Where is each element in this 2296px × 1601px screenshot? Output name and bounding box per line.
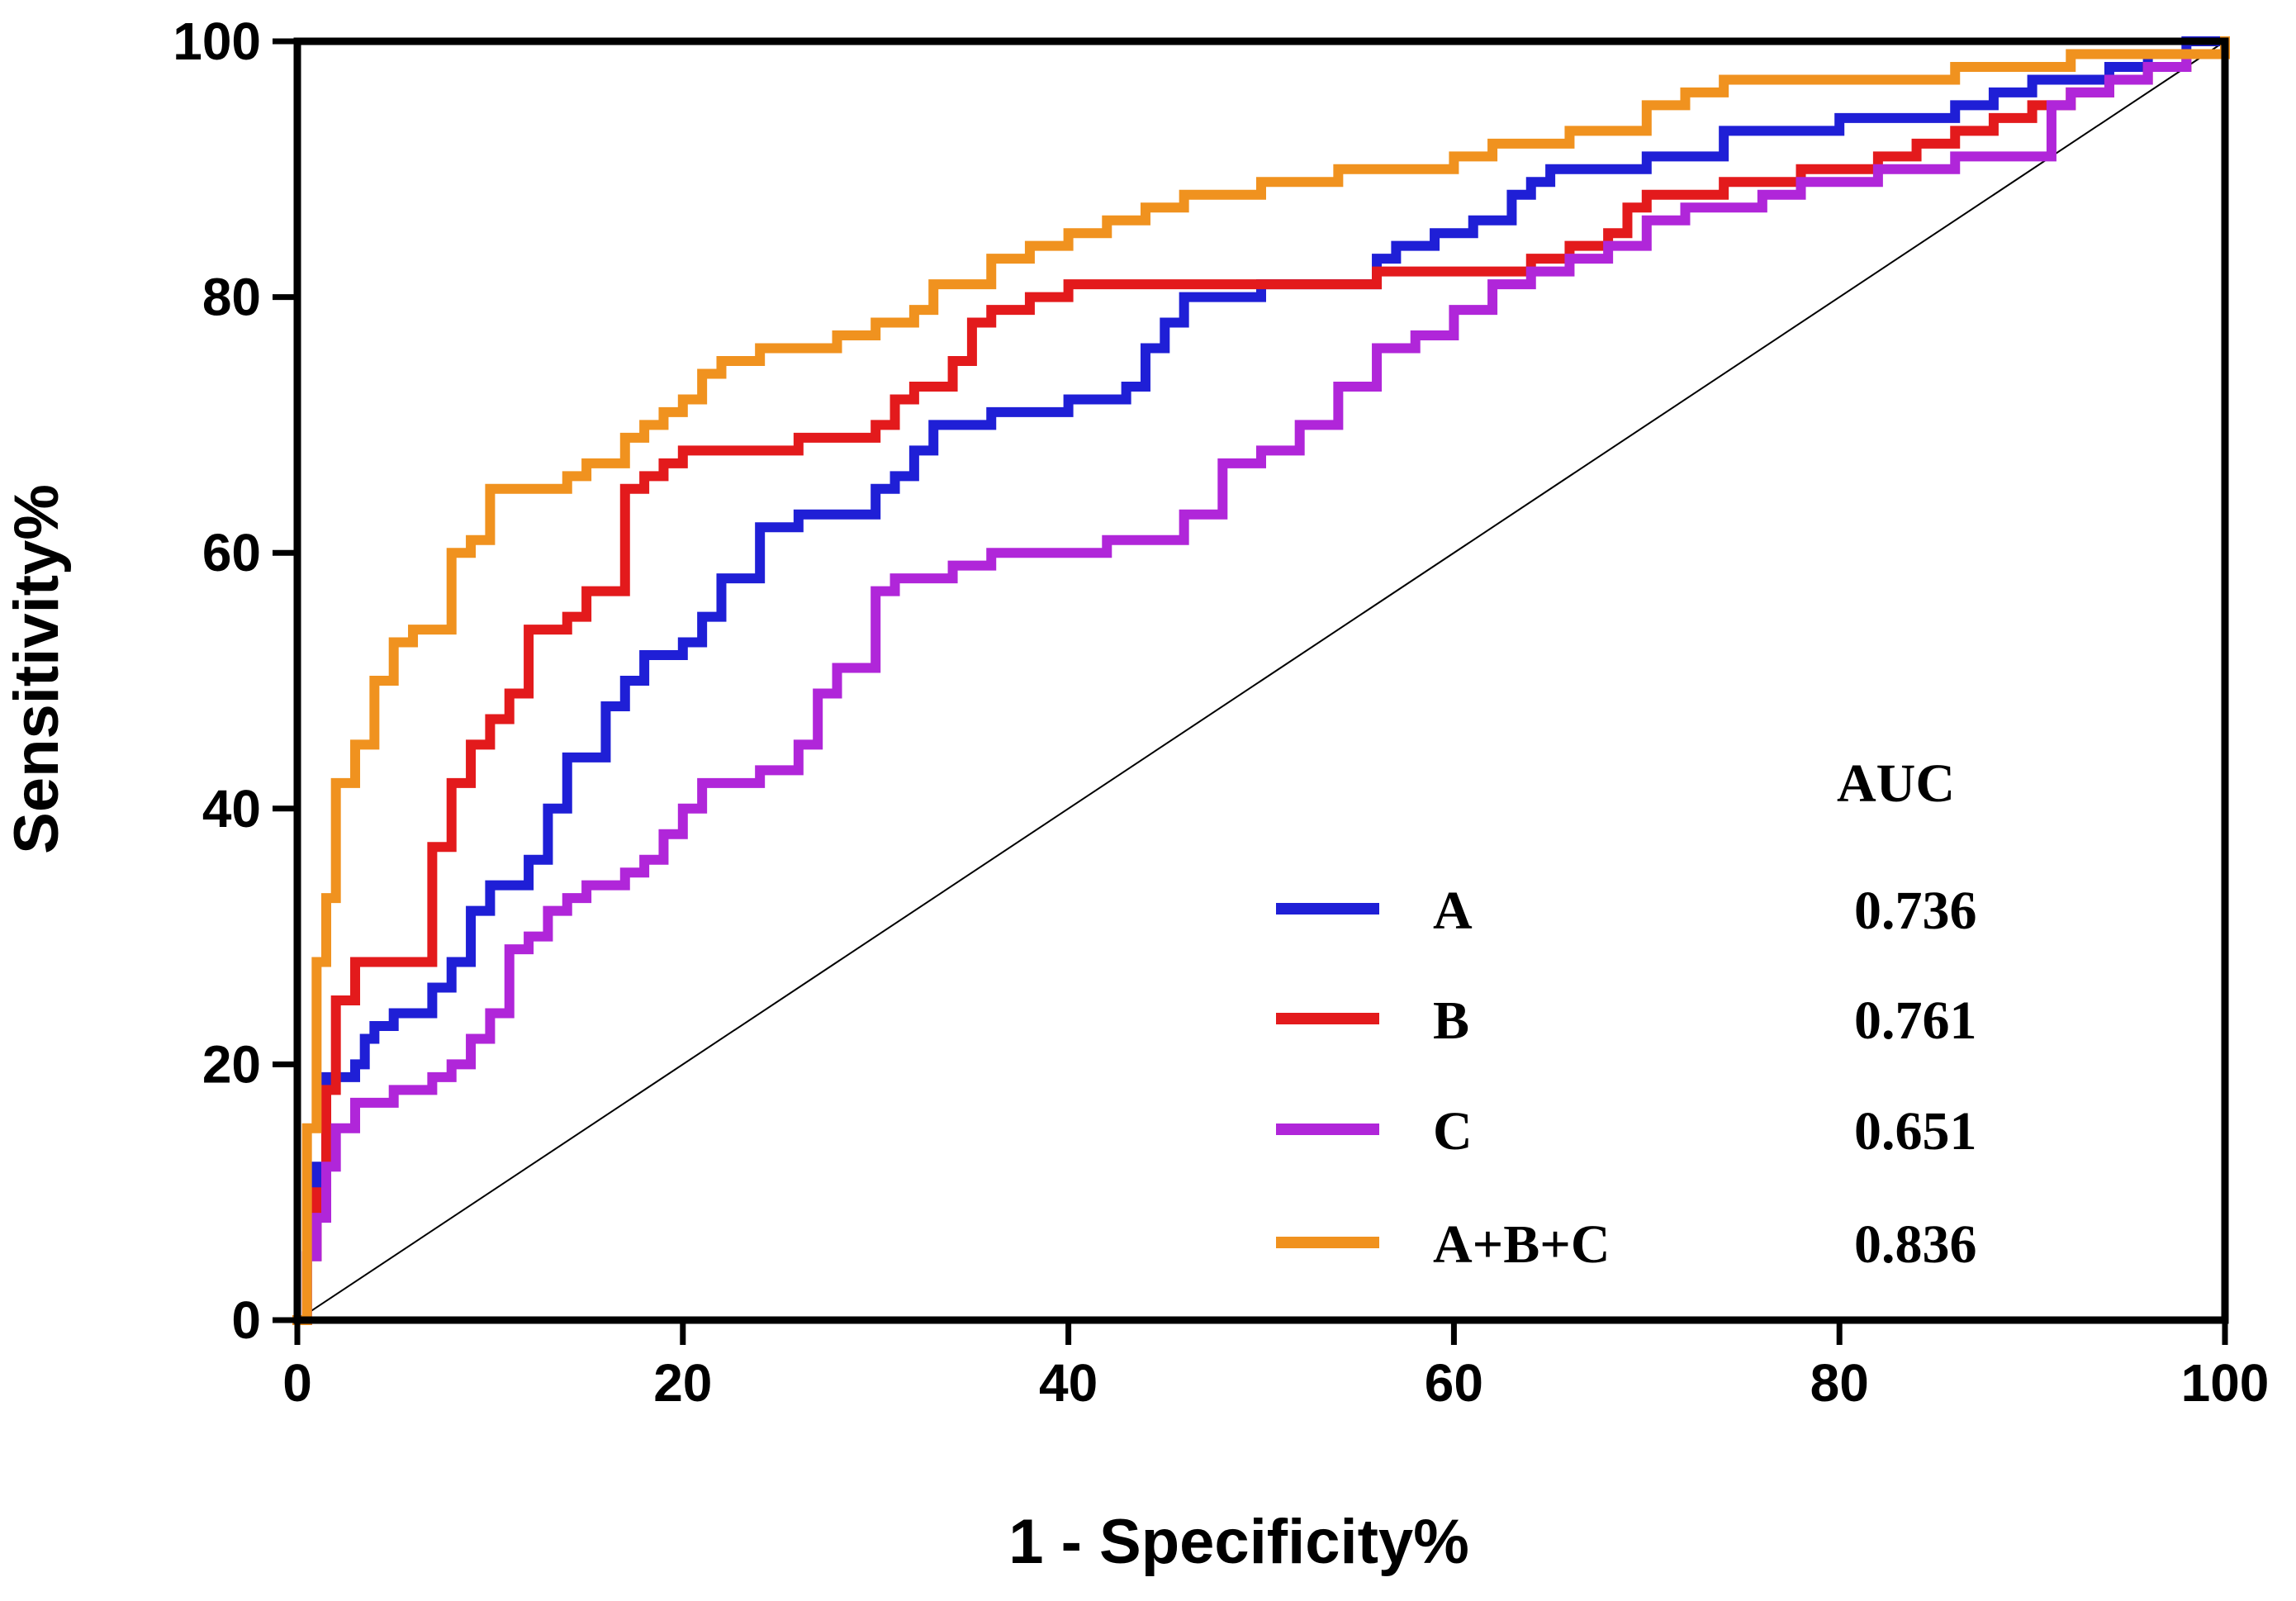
axis-ticks: 0 20 40 60 80 100 0 20 40 60 80 100 xyxy=(173,12,2269,1413)
legend-label-c: C xyxy=(1433,1101,1473,1162)
series-line-b xyxy=(292,36,2230,1325)
x-tick-label: 0 xyxy=(282,1353,312,1413)
y-tick-label: 80 xyxy=(202,268,261,327)
x-tick-label: 80 xyxy=(1810,1353,1869,1413)
reference-diagonal-line xyxy=(296,40,2226,1321)
x-tick-label: 40 xyxy=(1039,1353,1098,1413)
legend-auc-a-b-c: 0.836 xyxy=(1854,1214,1977,1275)
x-axis-title: 1 - Specificity% xyxy=(1008,1507,1469,1577)
plot-area xyxy=(292,36,2230,1325)
legend-auc-a: 0.736 xyxy=(1854,881,1977,941)
y-tick-label: 60 xyxy=(202,523,261,582)
legend-auc-b: 0.761 xyxy=(1854,991,1977,1051)
series-line-a xyxy=(292,36,2230,1325)
legend-label-a-b-c: A+B+C xyxy=(1433,1214,1611,1275)
y-tick-label: 0 xyxy=(231,1290,261,1350)
x-tick-label: 60 xyxy=(1425,1353,1483,1413)
y-tick-label: 40 xyxy=(202,779,261,839)
y-tick-label: 20 xyxy=(202,1034,261,1094)
legend-label-b: B xyxy=(1433,991,1469,1051)
legend: AUC A 0.736 B 0.761 C 0.651 A+B+C 0.836 xyxy=(1276,753,1977,1275)
plot-frame xyxy=(293,37,2229,1324)
legend-auc-c: 0.651 xyxy=(1854,1101,1977,1162)
legend-label-a: A xyxy=(1433,881,1473,941)
y-tick-label: 100 xyxy=(173,12,261,71)
y-axis-title: Sensitivity% xyxy=(2,484,72,854)
series-line-c xyxy=(292,36,2230,1325)
x-tick-label: 20 xyxy=(653,1353,712,1413)
x-tick-label: 100 xyxy=(2181,1353,2270,1413)
legend-header: AUC xyxy=(1837,753,1955,814)
series-line-a-b-c xyxy=(292,36,2230,1325)
